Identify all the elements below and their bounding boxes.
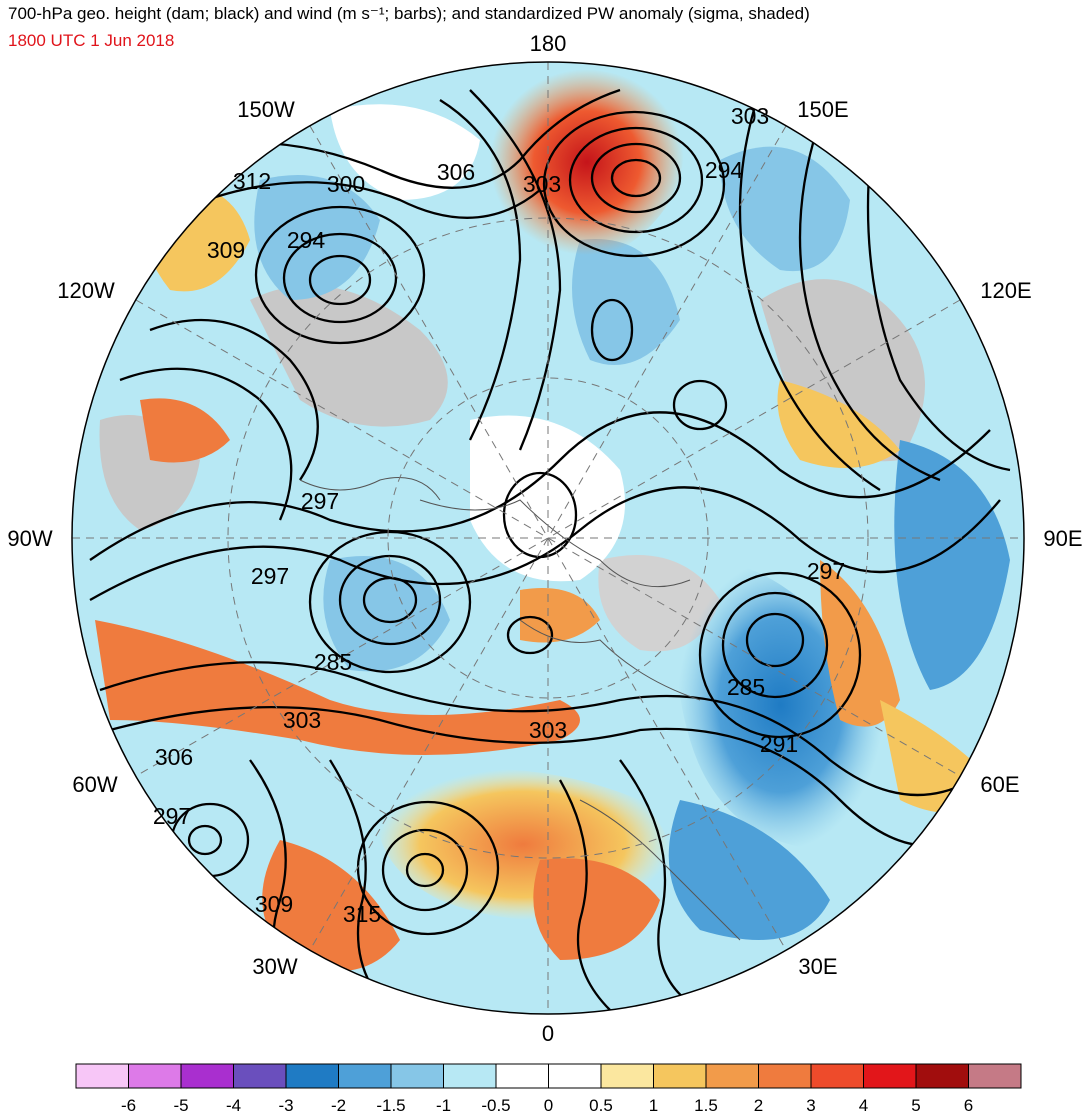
colorbar-swatch (863, 1063, 917, 1089)
valid-time: 1800 UTC 1 Jun 2018 (8, 31, 175, 50)
colorbar-swatch (705, 1063, 759, 1089)
colorbar-tick-label: 0.5 (589, 1096, 613, 1112)
colorbar-swatch (75, 1063, 129, 1089)
colorbar-tick-label: 1.5 (694, 1096, 718, 1112)
lon-label-30e: 30E (798, 954, 837, 979)
colorbar-swatch (653, 1063, 707, 1089)
colorbar-swatch (285, 1063, 339, 1089)
colorbar-tick-label: 4 (859, 1096, 868, 1112)
contour-label: 294 (287, 227, 326, 253)
colorbar-swatch (968, 1063, 1022, 1089)
colorbar-swatch (338, 1063, 392, 1089)
contour-labels: 303 294 306 303 300 312 294 309 297 297 … (153, 103, 845, 927)
lon-label-60e: 60E (980, 772, 1019, 797)
contour-label: 297 (153, 803, 191, 829)
longitude-labels: 180 150E 120E 90E 60E 30E 0 30W 60W 90W … (7, 31, 1082, 1046)
colorbar-tick-label: 0 (544, 1096, 553, 1112)
contour-label: 303 (523, 171, 561, 197)
colorbar-swatch (390, 1063, 444, 1089)
contour-label: 303 (731, 103, 769, 129)
contour-label: 300 (327, 171, 365, 197)
lon-label-0: 0 (542, 1021, 554, 1046)
colorbar-swatch (128, 1063, 182, 1089)
contour-label: 303 (283, 707, 321, 733)
colorbar-swatch (180, 1063, 234, 1089)
contour-label: 297 (301, 488, 339, 514)
colorbar-tick-label: -6 (121, 1096, 136, 1112)
contour-label: 306 (437, 159, 475, 185)
contour-label: 297 (251, 563, 289, 589)
colorbar-tick-label: -4 (226, 1096, 241, 1112)
colorbar-tick-label: -1.5 (376, 1096, 405, 1112)
contour-label: 297 (807, 558, 845, 584)
colorbar-tick-label: -1 (436, 1096, 451, 1112)
colorbar-swatch (548, 1063, 602, 1089)
colorbar-tick-label: 3 (806, 1096, 815, 1112)
lon-label-30w: 30W (252, 954, 297, 979)
colorbar-tick-label: 2 (754, 1096, 763, 1112)
colorbar-swatch (600, 1063, 654, 1089)
contour-label: 285 (314, 649, 352, 675)
lon-label-60w: 60W (72, 772, 117, 797)
contour-label: 315 (343, 901, 381, 927)
colorbar-swatch (495, 1063, 549, 1089)
colorbar-swatch (233, 1063, 287, 1089)
coastlines (299, 477, 741, 941)
contour-label: 309 (255, 891, 293, 917)
lon-label-150e: 150E (797, 97, 848, 122)
contour-label: 285 (727, 674, 765, 700)
contour-label: 291 (760, 731, 798, 757)
colorbar-swatch (443, 1063, 497, 1089)
colorbar-tick-label: -5 (173, 1096, 188, 1112)
lon-label-90w: 90W (7, 526, 52, 551)
colorbar-tick-label: 1 (649, 1096, 658, 1112)
lon-label-120w: 120W (57, 278, 115, 303)
contour-label: 309 (207, 237, 245, 263)
colorbar-swatch (915, 1063, 969, 1089)
lon-label-120e: 120E (980, 278, 1031, 303)
colorbar-tick-label: 5 (911, 1096, 920, 1112)
contour-label: 306 (155, 744, 193, 770)
lon-label-150w: 150W (237, 97, 295, 122)
contour-label: 312 (233, 168, 271, 194)
lon-label-180: 180 (530, 31, 567, 56)
lon-label-90e: 90E (1043, 526, 1082, 551)
colorbar-tick-label: -0.5 (481, 1096, 510, 1112)
colorbar-swatch (810, 1063, 864, 1089)
graticule (72, 62, 1024, 1014)
map-title: 700-hPa geo. height (dam; black) and win… (8, 4, 810, 23)
map-boundary (71, 61, 1025, 1015)
colorbar-swatch (758, 1063, 812, 1089)
contour-label: 294 (705, 157, 744, 183)
height-contours (89, 88, 1011, 1011)
colorbar-tick-label: -2 (331, 1096, 346, 1112)
colorbar-tick-label: -3 (278, 1096, 293, 1112)
colorbar: -6 -5 -4 -3 -2 -1.5 -1 -0.5 0 0.5 1 1.5 2 3 4 5 6 (75, 1063, 1022, 1112)
contour-label: 303 (529, 717, 567, 743)
pw-anomaly-shading (72, 62, 1024, 1014)
colorbar-tick-label: 6 (964, 1096, 973, 1112)
